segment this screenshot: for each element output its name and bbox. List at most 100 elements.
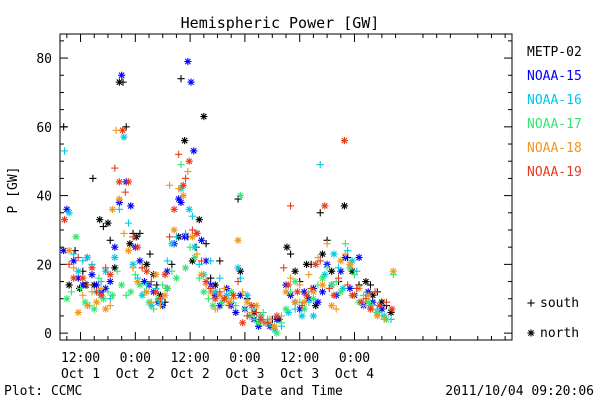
y-tick-label-80: 80 [36,52,52,67]
point-noaa-19-south [334,274,343,282]
point-noaa-19-south [264,319,272,327]
point-noaa-18-north [143,288,151,296]
point-noaa-19-north [375,302,384,310]
point-noaa-19-south [74,253,82,262]
point-noaa-18-north [346,260,354,268]
point-noaa-19-south [207,284,215,293]
point-noaa-16-south [291,305,299,313]
point-noaa-16-south [207,257,215,265]
point-noaa-19-south [129,233,137,241]
point-noaa-16-south [143,281,151,289]
point-noaa-19-south [234,277,242,286]
point-noaa-18-north [74,308,82,317]
point-noaa-16-south [316,161,324,169]
marker-legend-north: north [527,326,579,341]
point-noaa-17-north [291,277,299,286]
point-noaa-19-south [175,150,183,158]
point-noaa-19-north [321,202,329,210]
x-tick-time-label: 12:00 [280,351,319,366]
footer-timestamp: 2011/10/04 09:20:06 [445,384,594,399]
point-metp-02-south [286,250,295,258]
point-noaa-18-north [270,322,279,330]
point-noaa-19-north [118,126,127,134]
point-noaa-19-north [388,305,396,313]
point-noaa-18-south [193,250,201,258]
legend: METP-02 NOAA-15 NOAA-16 NOAA-17 NOAA-18 NOAA-… [527,45,582,180]
point-noaa-16-south [124,219,133,227]
point-noaa-18-south [239,288,247,296]
point-noaa-17-north [273,329,281,337]
point-noaa-18-south [106,302,114,310]
point-noaa-16-north [111,253,119,262]
point-noaa-18-north [161,291,169,299]
point-metp-02-north [65,281,73,289]
point-noaa-18-north [364,291,372,299]
point-metp-02-south [119,78,127,86]
x-tick-time-label: 12:00 [171,351,210,366]
point-noaa-19-north [202,277,210,286]
point-noaa-18-south [165,181,174,189]
data-points [60,57,397,337]
point-noaa-17-north [282,305,290,313]
x-axis-label: Date and Time [241,384,343,399]
point-noaa-18-north [134,277,142,286]
legend-noaa-18: NOAA-18 [527,141,582,156]
point-noaa-19-north [179,181,187,189]
point-noaa-18-south [323,240,331,248]
point-noaa-17-south [341,240,349,248]
point-noaa-17-north [227,288,235,296]
point-metp-02-south [146,250,154,258]
point-metp-02-north [104,219,112,227]
point-noaa-16-north [83,253,91,262]
point-noaa-19-north [211,295,219,303]
point-noaa-16-north [234,264,242,272]
point-noaa-19-south [138,264,146,272]
point-metp-02-south [207,274,215,282]
point-noaa-16-north [330,250,338,258]
point-noaa-19-north [340,136,349,145]
point-noaa-19-south [307,284,315,293]
point-noaa-18-south [97,284,105,293]
point-noaa-16-south [188,212,197,220]
point-noaa-15-north [184,57,192,66]
point-metp-02-north [362,277,370,286]
point-metp-02-south [168,260,176,268]
point-noaa-18-north [83,302,91,310]
point-noaa-18-south [220,284,228,293]
point-noaa-19-north [170,205,178,213]
point-noaa-15-north [92,281,101,289]
point-noaa-15-north [136,257,144,265]
point-noaa-17-north [163,284,171,293]
point-noaa-19-north [348,291,356,299]
point-metp-02-south [99,222,107,231]
point-noaa-16-north [309,312,317,320]
point-metp-02-north [126,240,134,248]
point-noaa-17-north [255,319,263,327]
point-noaa-19-north [366,305,375,313]
point-noaa-17-south [250,315,258,323]
point-noaa-16-north [120,133,128,141]
point-noaa-18-south [70,264,78,272]
point-metp-02-south [60,123,68,131]
point-noaa-18-north [309,288,317,296]
point-noaa-18-north [124,247,133,255]
point-noaa-18-south [341,250,349,258]
point-noaa-16-north [74,267,82,275]
point-noaa-17-north [172,274,181,282]
point-noaa-16-south [163,257,171,265]
point-metp-02-north [188,257,197,265]
point-noaa-17-north [90,305,98,313]
point-noaa-19-south [286,202,295,210]
point-noaa-19-south [165,233,174,241]
point-noaa-19-south [147,277,155,286]
point-noaa-17-north [318,274,327,282]
point-noaa-19-south [216,288,224,296]
point-noaa-17-north [309,295,317,303]
point-noaa-18-north [188,233,197,241]
x-tick-day-label: Oct 2 [116,367,155,382]
point-noaa-19-north [70,274,78,282]
point-metp-02-south [366,281,375,289]
point-noaa-17-south [232,302,240,310]
point-metp-02-south [216,257,224,265]
